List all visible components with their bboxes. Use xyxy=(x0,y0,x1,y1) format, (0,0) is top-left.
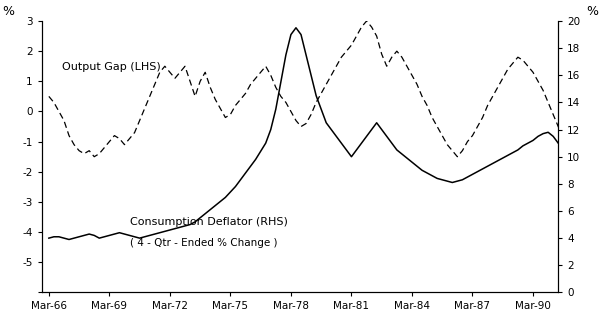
Text: Consumption Deflator (RHS): Consumption Deflator (RHS) xyxy=(130,217,287,227)
Text: %: % xyxy=(586,5,598,18)
Text: Output Gap (LHS): Output Gap (LHS) xyxy=(62,62,161,72)
Text: %: % xyxy=(2,5,14,18)
Text: ( 4 - Qtr - Ended % Change ): ( 4 - Qtr - Ended % Change ) xyxy=(130,238,277,248)
